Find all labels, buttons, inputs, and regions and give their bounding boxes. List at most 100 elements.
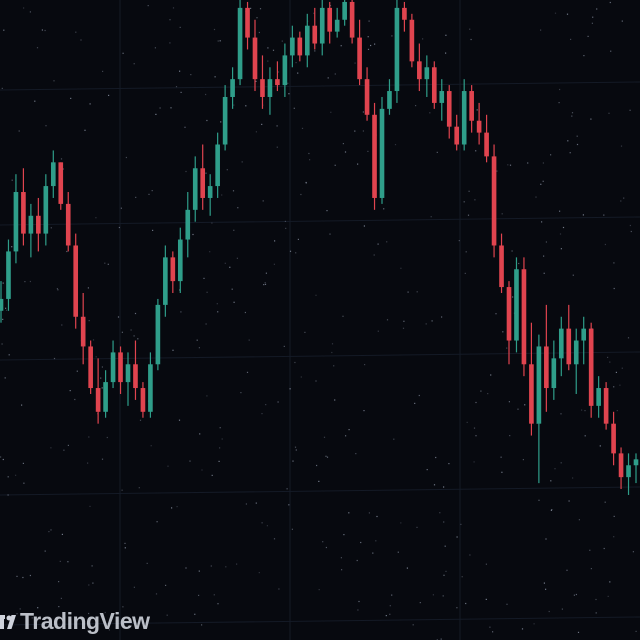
candle-body-bearish (327, 7, 333, 32)
speckle (616, 410, 618, 412)
speckle (57, 289, 59, 291)
candle-body-bearish (260, 79, 265, 97)
speckle (146, 562, 148, 564)
candle (327, 1, 333, 44)
speckle (61, 324, 63, 326)
speckle (465, 602, 467, 605)
grid-line (0, 616, 640, 626)
speckle (608, 112, 610, 114)
speckle (473, 461, 475, 463)
speckle (548, 610, 550, 613)
speckle (244, 311, 246, 314)
speckle (576, 135, 578, 137)
speckle (393, 438, 395, 440)
speckle (344, 151, 347, 153)
speckle (543, 255, 545, 257)
candle (402, 1, 407, 32)
speckle (180, 311, 182, 313)
speckle (357, 163, 359, 165)
speckle (219, 447, 221, 449)
speckle (372, 552, 374, 554)
speckle (206, 291, 208, 293)
speckle (375, 540, 377, 542)
speckle (232, 190, 235, 192)
speckle (348, 512, 350, 514)
speckle (568, 500, 570, 502)
speckle (461, 576, 463, 578)
speckle (264, 282, 266, 284)
candle-body-bullish (215, 144, 220, 187)
speckle (545, 538, 547, 540)
candle (207, 174, 213, 216)
speckle (236, 257, 238, 259)
speckle (267, 47, 269, 49)
speckle (325, 455, 327, 457)
speckle (56, 288, 58, 290)
speckle (305, 181, 307, 184)
speckle (133, 63, 135, 65)
candle-body-bullish (424, 67, 430, 80)
candle-body-bullish (439, 91, 445, 103)
speckle (374, 43, 376, 45)
candle-body-bearish (357, 37, 362, 80)
speckle (445, 52, 447, 54)
speckle (358, 600, 360, 603)
speckle (412, 624, 414, 626)
speckle (541, 221, 543, 223)
speckle (130, 329, 132, 331)
speckle (362, 130, 364, 132)
speckle (467, 214, 470, 216)
speckle (265, 272, 267, 274)
candle (611, 411, 616, 466)
speckle (87, 287, 89, 289)
speckle (245, 503, 247, 505)
speckle (203, 277, 205, 279)
speckle (217, 311, 219, 313)
speckle (255, 80, 257, 82)
speckle (613, 287, 615, 290)
speckle (118, 226, 120, 229)
speckle (331, 351, 333, 354)
speckle (2, 282, 4, 284)
speckle (489, 626, 491, 628)
candle-body-bearish (36, 215, 41, 234)
speckle (402, 327, 405, 329)
candle-body-bullish (394, 7, 400, 92)
speckle (527, 162, 529, 164)
speckle (258, 572, 260, 574)
speckle (7, 494, 9, 496)
candle (80, 293, 86, 365)
candle (50, 150, 56, 198)
speckle (169, 19, 171, 21)
candle (58, 162, 64, 210)
speckle (154, 47, 156, 49)
speckle (475, 401, 477, 404)
speckle (84, 129, 86, 131)
speckle (295, 449, 297, 451)
speckle (566, 13, 569, 15)
candle (319, 0, 325, 56)
speckle (67, 561, 69, 563)
speckle (367, 150, 369, 152)
speckle (538, 499, 540, 501)
candle-body-bearish (521, 269, 527, 365)
candle-body-bearish (140, 388, 146, 412)
speckle (389, 613, 391, 615)
speckle (559, 233, 562, 235)
candle-body-bullish (148, 364, 153, 412)
candle-body-bearish (275, 79, 280, 86)
candle (596, 376, 601, 418)
speckle (540, 183, 542, 185)
candle-body-bullish (110, 352, 116, 383)
speckle (348, 429, 350, 431)
speckle (354, 130, 356, 132)
speckle (414, 402, 416, 404)
speckle (194, 613, 196, 615)
candle-body-bullish (379, 108, 385, 198)
speckle (0, 456, 2, 458)
speckle (363, 225, 365, 227)
speckle (475, 435, 477, 437)
speckle (426, 469, 428, 471)
speckle (466, 421, 468, 423)
speckle (443, 486, 445, 488)
